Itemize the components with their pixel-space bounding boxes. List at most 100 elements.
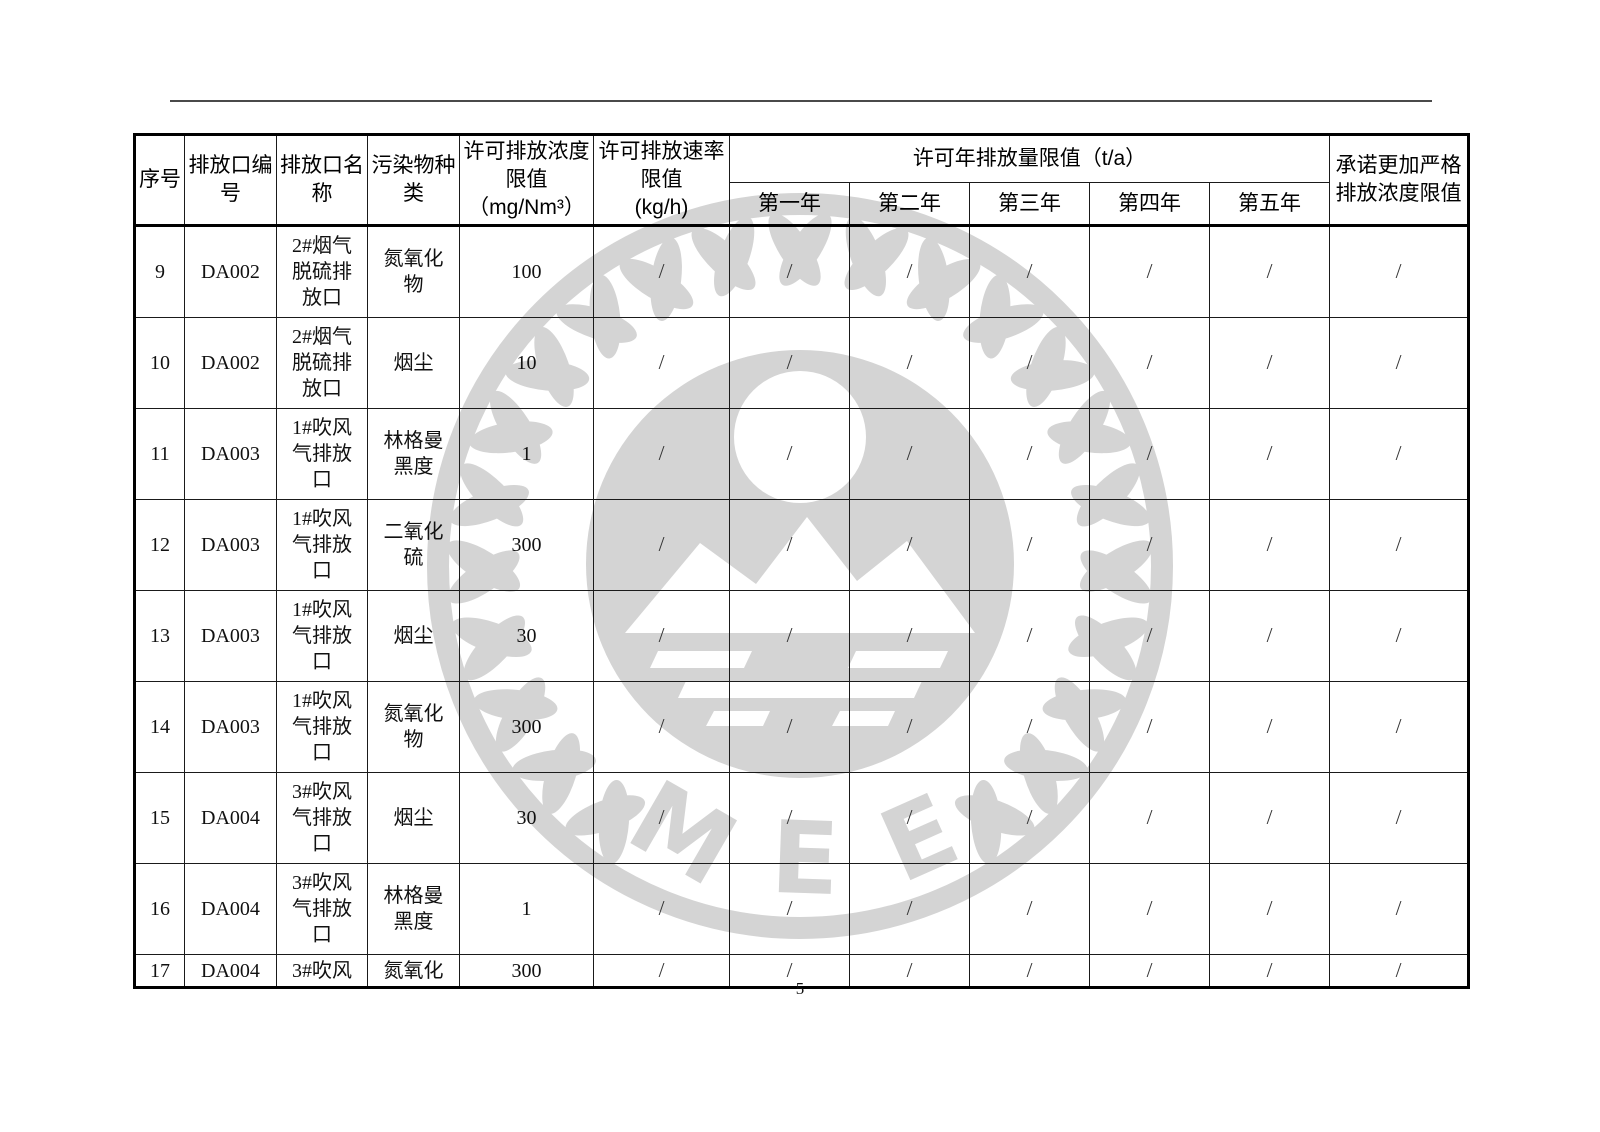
cell-seq: 13 (134, 590, 185, 682)
cell-year5: / (1209, 954, 1330, 988)
cell-outlet-name: 3#吹风 (276, 954, 368, 988)
cell-seq: 9 (134, 225, 185, 318)
cell-outlet-no: DA002 (184, 225, 277, 318)
cell-year1: / (729, 408, 850, 500)
cell-rate: / (593, 225, 730, 318)
cell-outlet-name: 3#吹风 气排放 口 (276, 863, 368, 955)
cell-outlet-name: 1#吹风 气排放 口 (276, 590, 368, 682)
col-header-year-2: 第二年 (849, 182, 970, 226)
cell-promise: / (1329, 225, 1469, 318)
col-header-seq: 序号 (134, 134, 185, 226)
cell-pollutant: 林格曼 黑度 (367, 408, 460, 500)
cell-year2: / (849, 772, 970, 864)
table-row: 15 DA004 3#吹风 气排放 口 烟尘 30 / / / / / / / (134, 772, 1469, 864)
cell-year4: / (1089, 408, 1210, 500)
cell-pollutant: 林格曼 黑度 (367, 863, 460, 955)
cell-seq: 14 (134, 681, 185, 773)
cell-year3: / (969, 863, 1090, 955)
cell-promise: / (1329, 863, 1469, 955)
cell-year1: / (729, 317, 850, 409)
cell-year2: / (849, 954, 970, 988)
cell-pollutant: 二氧化 硫 (367, 499, 460, 591)
cell-rate: / (593, 317, 730, 409)
cell-seq: 11 (134, 408, 185, 500)
cell-seq: 12 (134, 499, 185, 591)
page-header-rule (170, 100, 1432, 102)
table-row: 17 DA004 3#吹风 氮氧化 300 / / / / / / / (134, 954, 1469, 988)
cell-year4: / (1089, 863, 1210, 955)
cell-rate: / (593, 681, 730, 773)
col-header-conc-limit: 许可排放浓度 限值 （mg/Nm³） (459, 134, 594, 226)
cell-conc: 300 (459, 954, 594, 988)
cell-conc: 300 (459, 499, 594, 591)
table-row: 11 DA003 1#吹风 气排放 口 林格曼 黑度 1 / / / / / /… (134, 408, 1469, 500)
cell-seq: 15 (134, 772, 185, 864)
cell-outlet-no: DA003 (184, 408, 277, 500)
cell-conc: 1 (459, 408, 594, 500)
cell-year2: / (849, 590, 970, 682)
cell-promise: / (1329, 681, 1469, 773)
cell-year1: / (729, 681, 850, 773)
emission-permit-table: 序号 排放口编 号 排放口名 称 污染物种 类 许可排放浓度 限值 （mg/Nm… (133, 133, 1470, 989)
cell-outlet-no: DA003 (184, 590, 277, 682)
cell-outlet-no: DA003 (184, 681, 277, 773)
cell-year1: / (729, 225, 850, 318)
col-header-pollutant: 污染物种 类 (367, 134, 460, 226)
cell-promise: / (1329, 772, 1469, 864)
cell-year2: / (849, 317, 970, 409)
cell-outlet-name: 1#吹风 气排放 口 (276, 681, 368, 773)
table-row: 10 DA002 2#烟气 脱硫排 放口 烟尘 10 / / / / / / / (134, 317, 1469, 409)
col-header-year-1: 第一年 (729, 182, 850, 226)
cell-seq: 17 (134, 954, 185, 988)
cell-outlet-no: DA004 (184, 954, 277, 988)
cell-year1: / (729, 863, 850, 955)
cell-outlet-name: 2#烟气 脱硫排 放口 (276, 225, 368, 318)
cell-year1: / (729, 954, 850, 988)
cell-pollutant: 氮氧化 (367, 954, 460, 988)
cell-pollutant: 烟尘 (367, 317, 460, 409)
cell-year4: / (1089, 590, 1210, 682)
cell-promise: / (1329, 590, 1469, 682)
cell-year2: / (849, 863, 970, 955)
cell-outlet-name: 2#烟气 脱硫排 放口 (276, 317, 368, 409)
cell-pollutant: 烟尘 (367, 590, 460, 682)
cell-year3: / (969, 590, 1090, 682)
cell-promise: / (1329, 317, 1469, 409)
cell-rate: / (593, 954, 730, 988)
cell-year3: / (969, 681, 1090, 773)
cell-year5: / (1209, 863, 1330, 955)
cell-year5: / (1209, 681, 1330, 773)
cell-year3: / (969, 772, 1090, 864)
cell-year3: / (969, 225, 1090, 318)
cell-rate: / (593, 863, 730, 955)
cell-year5: / (1209, 590, 1330, 682)
cell-year4: / (1089, 225, 1210, 318)
cell-year3: / (969, 408, 1090, 500)
cell-conc: 10 (459, 317, 594, 409)
cell-conc: 30 (459, 590, 594, 682)
cell-year2: / (849, 499, 970, 591)
col-header-rate-limit: 许可排放速率 限值 (kg/h) (593, 134, 730, 226)
table-row: 12 DA003 1#吹风 气排放 口 二氧化 硫 300 / / / / / … (134, 499, 1469, 591)
cell-outlet-name: 3#吹风 气排放 口 (276, 772, 368, 864)
cell-year4: / (1089, 317, 1210, 409)
cell-rate: / (593, 590, 730, 682)
cell-promise: / (1329, 408, 1469, 500)
cell-year3: / (969, 317, 1090, 409)
cell-year5: / (1209, 408, 1330, 500)
cell-conc: 300 (459, 681, 594, 773)
cell-promise: / (1329, 499, 1469, 591)
table-row: 14 DA003 1#吹风 气排放 口 氮氧化 物 300 / / / / / … (134, 681, 1469, 773)
cell-outlet-name: 1#吹风 气排放 口 (276, 408, 368, 500)
col-header-annual-limit: 许可年排放量限值（t/a） (729, 134, 1330, 183)
cell-outlet-no: DA004 (184, 863, 277, 955)
col-header-outlet-name: 排放口名 称 (276, 134, 368, 226)
cell-outlet-no: DA004 (184, 772, 277, 864)
cell-year4: / (1089, 772, 1210, 864)
col-header-year-5: 第五年 (1209, 182, 1330, 226)
cell-conc: 100 (459, 225, 594, 318)
cell-year2: / (849, 225, 970, 318)
table-row: 13 DA003 1#吹风 气排放 口 烟尘 30 / / / / / / / (134, 590, 1469, 682)
cell-year1: / (729, 590, 850, 682)
col-header-year-3: 第三年 (969, 182, 1090, 226)
